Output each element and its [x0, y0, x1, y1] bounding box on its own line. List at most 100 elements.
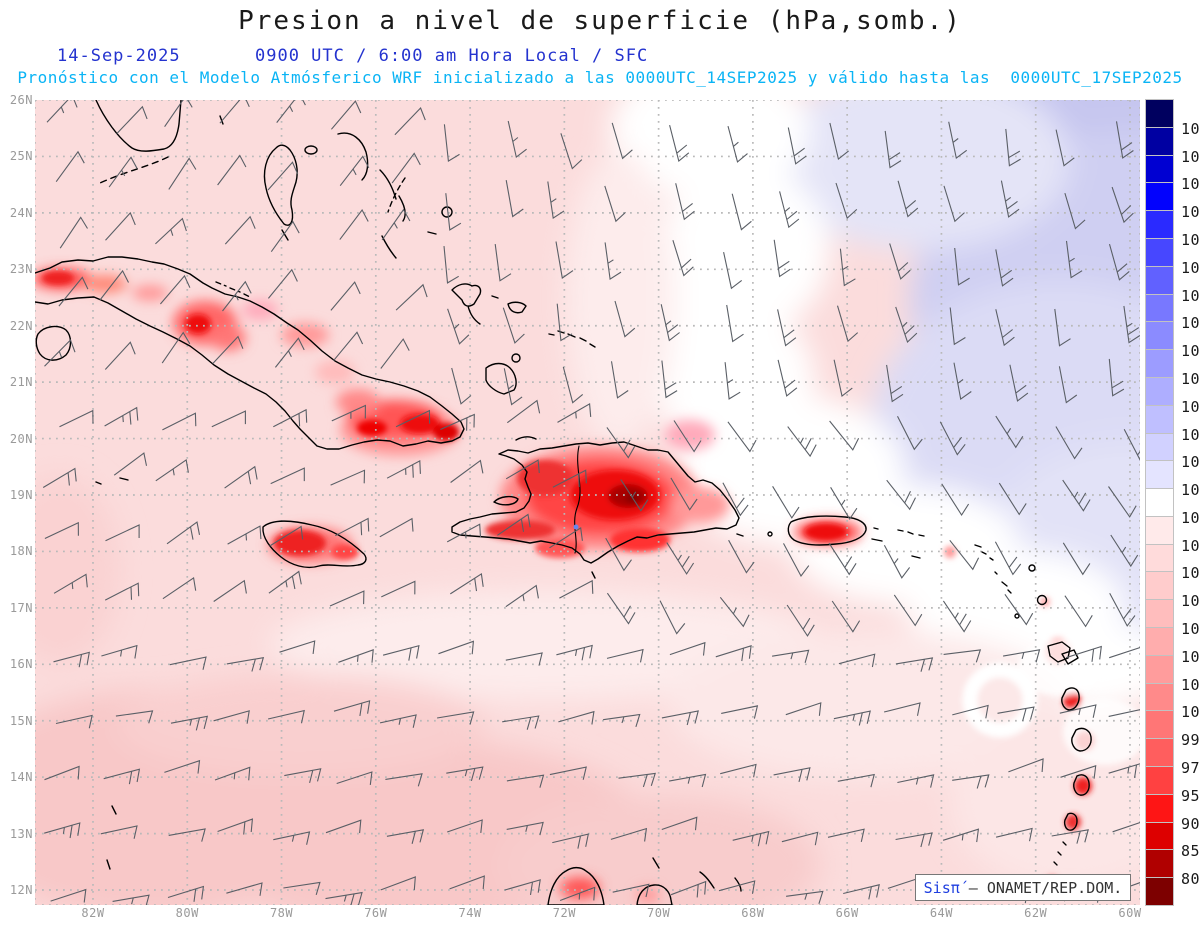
wind-barb [721, 705, 759, 719]
wind-barb [558, 710, 595, 725]
colorbar-label: 850 [1181, 842, 1200, 861]
wind-barb [162, 412, 197, 431]
wind-barb [116, 105, 148, 134]
wind-barb [497, 513, 531, 536]
wind-barb [1058, 366, 1078, 404]
colorbar-label: 1015 [1181, 453, 1200, 472]
colorbar-cell [1146, 322, 1173, 350]
lat-label: 14N [9, 770, 33, 785]
colorbar-cell [1146, 238, 1173, 266]
lon-label: 62W [1024, 906, 1048, 920]
antigua [1036, 594, 1048, 606]
attribution-box: Sisπ́ – ONAMET/REP.DOM. [915, 874, 1131, 901]
colorbar-label: 1035 [1181, 175, 1200, 194]
colorbar-cell [1146, 211, 1173, 238]
lon-label: 82W [81, 906, 105, 920]
wind-barb [161, 331, 191, 364]
wind-barb [1004, 593, 1034, 626]
wind-barb [339, 155, 370, 187]
wind-barb [227, 525, 262, 545]
wind-barb [893, 594, 923, 627]
wind-barb [284, 768, 322, 784]
wind-barb [449, 875, 485, 890]
wind-barb [100, 825, 138, 839]
wind-barb [267, 161, 299, 191]
lat-label: 17N [9, 600, 33, 615]
wind-barb [283, 881, 321, 896]
wind-barb [55, 150, 85, 183]
wind-barb [443, 246, 459, 284]
wind-barb [170, 715, 209, 731]
colorbar-label: 1000 [1181, 703, 1200, 722]
wind-barb [610, 361, 629, 399]
wind-barb [670, 880, 707, 898]
wind-barb [1123, 428, 1140, 461]
wind-barb [772, 649, 810, 663]
wind-barb [562, 366, 584, 404]
colorbar-cell [1146, 294, 1173, 322]
colorbar-label: 1017 [1181, 397, 1200, 416]
wind-barb [829, 122, 849, 160]
wind-barb [672, 240, 694, 277]
wind-barb [786, 890, 824, 904]
wind-barb [560, 133, 583, 170]
wind-barb [1115, 121, 1134, 159]
wind-barb [1109, 593, 1136, 627]
brand-logo: Sisπ́ [923, 878, 960, 897]
wind-barb [669, 124, 690, 162]
wind-barb [1008, 758, 1044, 773]
wind-barb [1000, 180, 1020, 218]
colorbar-cell [1146, 127, 1173, 155]
wind-barb [112, 894, 150, 905]
wind-barb [897, 180, 919, 218]
cat-island [379, 169, 406, 222]
rum-cay [427, 231, 437, 235]
lon-label: 76W [364, 906, 388, 920]
wind-barb [556, 303, 573, 342]
wind-barb [50, 888, 87, 903]
wind-barb [380, 338, 410, 369]
lon-label: 74W [458, 906, 482, 920]
wind-barb [226, 657, 265, 672]
wind-barb [446, 766, 484, 782]
wind-barb [213, 579, 247, 602]
wind-barb [889, 243, 911, 280]
wind-barb [942, 828, 980, 843]
wind-barb [787, 426, 817, 458]
wind-barb [1112, 822, 1140, 833]
datetime-line: 14-Sep-2025 0900 UTC / 6:00 am Hora Loca… [0, 46, 1200, 126]
wind-barb [505, 180, 524, 218]
providencia-san-andres [106, 805, 117, 870]
wind-barb [440, 413, 475, 431]
wind-barb [274, 337, 305, 368]
wind-barb [939, 421, 966, 456]
wind-barb [217, 818, 254, 835]
montserrat [1014, 613, 1020, 619]
graticule [35, 100, 1140, 905]
colorbar-cell [1146, 489, 1173, 516]
wind-barb [830, 487, 858, 521]
cuba-coastline [35, 256, 465, 450]
wind-barb [618, 772, 656, 788]
wind-barb [451, 367, 472, 405]
guadeloupe [1047, 641, 1079, 665]
wind-barb [381, 580, 416, 598]
wind-barb [555, 241, 574, 279]
wind-barb [1059, 704, 1097, 718]
wind-barb [606, 592, 636, 625]
wind-barb [895, 657, 934, 672]
wind-barb [777, 359, 798, 397]
colorbar-cell [1146, 544, 1173, 572]
wind-barb [772, 486, 800, 519]
wind-barb [335, 517, 370, 537]
wind-barb [843, 884, 880, 900]
little-inagua [511, 353, 521, 363]
wind-barb [669, 641, 706, 656]
wind-barb [113, 452, 148, 476]
wind-barb [273, 408, 308, 428]
anguilla-st-martin [974, 544, 994, 561]
wind-barb [162, 576, 197, 600]
lat-label: 26N [9, 93, 33, 107]
wind-barb [718, 880, 756, 894]
